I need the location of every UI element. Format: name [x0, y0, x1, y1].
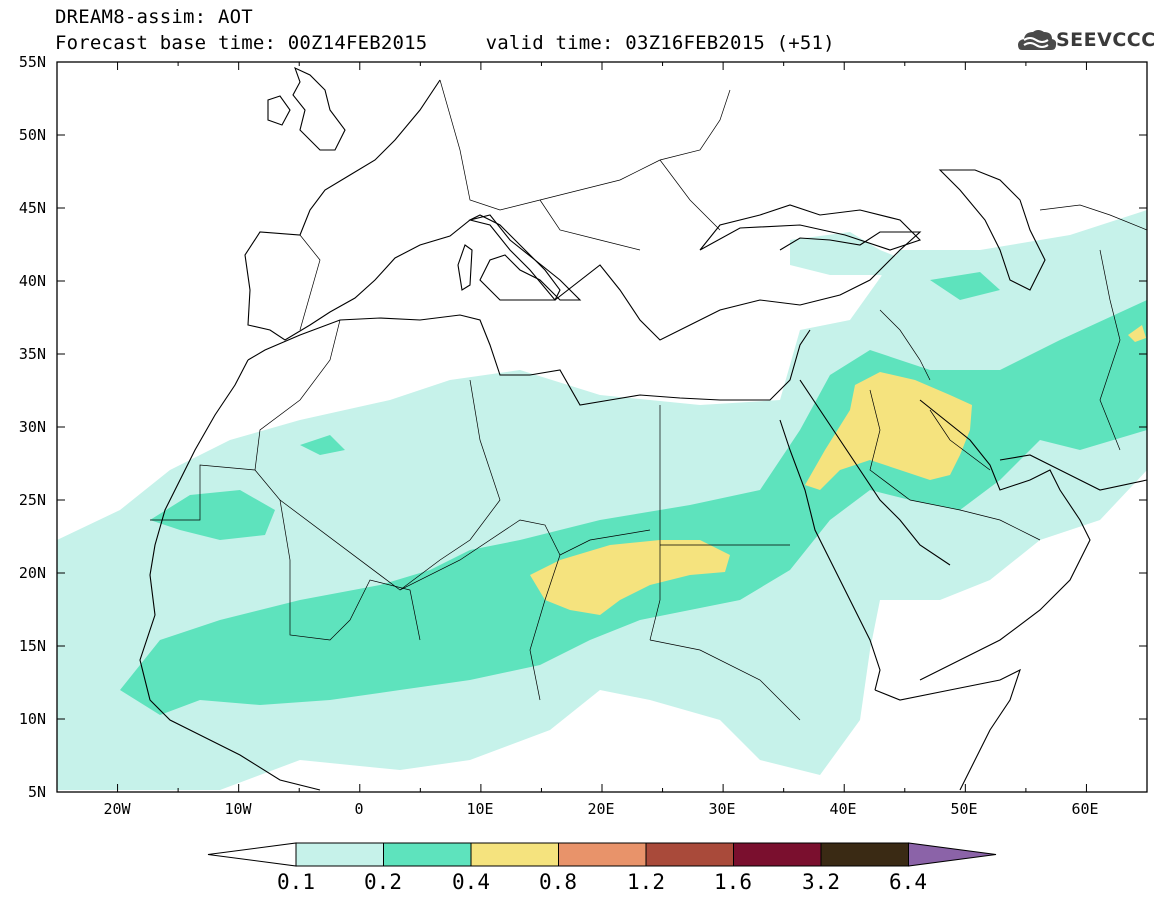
coastlines [139, 66, 1147, 791]
lat-label: 30N [18, 418, 46, 436]
lon-label: 20E [587, 800, 615, 818]
legend-swatch [820, 842, 909, 867]
logo-text: SEEVCCC [1056, 29, 1156, 51]
legend-swatch [645, 842, 734, 867]
forecast-times: Forecast base time: 00Z14FEB2015 valid t… [55, 32, 835, 54]
country-borders [150, 79, 1147, 721]
lon-label: 40E [829, 800, 857, 818]
legend-label: 0.8 [539, 870, 577, 894]
lon-label: 50E [950, 800, 978, 818]
legend-swatch [558, 842, 647, 867]
aot-band-yellow-iran [1128, 325, 1146, 342]
lon-label: 20W [103, 800, 131, 818]
legend-arrow-high [908, 842, 997, 867]
lat-label: 25N [18, 491, 46, 509]
legend-swatch [470, 842, 559, 867]
lat-label: 10N [18, 710, 46, 728]
legend-swatch [383, 842, 472, 867]
legend-label: 0.1 [277, 870, 315, 894]
lat-label: 40N [18, 272, 46, 290]
lon-label: 0 [354, 800, 364, 818]
legend-label: 1.6 [714, 870, 752, 894]
legend-label: 1.2 [627, 870, 665, 894]
lat-label: 55N [18, 53, 46, 71]
lat-label: 45N [18, 199, 46, 217]
lon-label: 30E [708, 800, 736, 818]
lat-label: 5N [27, 783, 46, 801]
legend-label: 3.2 [802, 870, 840, 894]
lon-label: 10W [224, 800, 252, 818]
aot-field [57, 210, 1147, 790]
legend-label: 0.4 [452, 870, 490, 894]
aot-band-yellow-sahara [530, 540, 730, 615]
lat-label: 15N [18, 637, 46, 655]
aot-band-green-cap [300, 435, 345, 455]
lat-label: 50N [18, 126, 46, 144]
legend-arrow-low [207, 842, 297, 867]
lat-label: 20N [18, 564, 46, 582]
aot-band-green-nw [150, 490, 275, 540]
lon-label: 10E [466, 800, 494, 818]
legend-label: 6.4 [889, 870, 927, 894]
legend-swatch [733, 842, 822, 867]
aot-band-yellow-arabia [805, 372, 972, 490]
lon-label: 60E [1071, 800, 1099, 818]
lat-label: 35N [18, 345, 46, 363]
chart-title: DREAM8-assim: AOT [55, 6, 253, 28]
aot-band-green-east [930, 272, 1000, 300]
aot-band-light-north [790, 232, 980, 290]
cloud-icon [1018, 30, 1057, 50]
legend-swatch [295, 842, 384, 867]
legend-label: 0.2 [364, 870, 402, 894]
